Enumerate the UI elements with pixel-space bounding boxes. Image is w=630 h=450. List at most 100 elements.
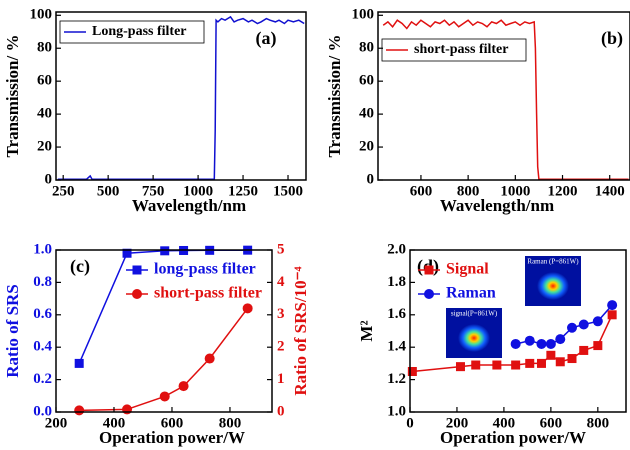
x-tick-label: 600 [540,415,563,431]
x-axis-label: Operation power/W [440,428,586,447]
y-tick-label: 0.4 [33,339,52,355]
x-tick-label: 400 [103,415,126,431]
x-tick-label: 1000 [500,183,530,199]
y-tick-label: 20 [37,138,52,154]
panel: 250 500 750 1000 1250 1500 0 20 40 60 80 100 Wavelen… [3,7,307,215]
panels: 250 500 750 1000 1250 1500020406080100Wavelen… [3,7,630,447]
panel-label: (b) [601,28,623,49]
x-tick-label: 200 [45,415,68,431]
marker [525,358,535,368]
marker [536,358,546,368]
y-axis-label: Transmission/ % [3,35,22,158]
legend-marker [132,265,142,275]
marker [524,335,535,346]
x-tick-label: 1200 [548,183,578,199]
y2-axis-label: Ratio of SRS/10⁻⁴ [291,266,310,395]
y-tick-label: 1.0 [33,241,52,257]
x-tick-label: 600 [161,415,184,431]
plot-frame [55,11,307,181]
marker [492,360,502,370]
marker [159,391,170,402]
marker [122,248,132,258]
y-tick-label: 80 [359,40,374,56]
y-tick-label: 2.0 [387,241,406,257]
legend-label: Long-pass filter [92,24,187,39]
panel: 0 200 400 600 800 1.0 1.2 1.4 1.6 1.8 2.0 Operation… [357,241,627,447]
x-tick-label: 1250 [228,183,258,199]
plot-frame [409,249,627,413]
legend-frame [59,20,205,44]
y2-tick-label: 5 [277,241,285,257]
series-line [382,19,629,180]
x-tick-label: 200 [446,415,469,431]
marker [160,246,170,256]
y2-tick-label: 3 [277,306,285,322]
x-tick-label: 800 [219,415,242,431]
marker [607,300,618,311]
legend-marker [424,289,434,299]
inset-label: signal(P=861W) [451,310,498,318]
x-tick-label: 800 [457,183,480,199]
y-tick-label: 100 [30,7,53,23]
x-axis-label: Operation power/W [99,428,245,447]
y2-tick-label: 4 [277,274,285,290]
y-tick-label: 40 [359,106,374,122]
marker [511,360,521,370]
x-tick-label: 800 [587,415,610,431]
x-tick-label: 600 [410,183,433,199]
y-axis-label: Ratio of SRS [3,284,22,378]
x-tick-label: 0 [406,415,414,431]
marker [74,405,85,416]
marker [567,322,577,333]
legend-label: long-pass filter [154,261,256,278]
y-tick-label: 60 [359,73,374,89]
y-tick-label: 0.0 [33,403,52,419]
x-tick-label: 1500 [273,183,303,199]
marker [593,341,603,351]
y-tick-label: 0.6 [33,306,52,322]
marker [579,345,589,355]
marker [407,367,417,376]
y2-tick-label: 1 [277,371,285,387]
plot-frame [55,249,273,413]
marker [242,303,253,314]
y-tick-label: 1.4 [387,339,406,355]
panel: 600 800 1000 1200 1400 0 20 40 60 80 100 Wavelength… [325,7,630,215]
x-tick-label: 750 [142,183,165,199]
x-axis-label: Wavelength/nm [132,196,246,215]
marker [555,334,566,345]
y-tick-label: 0.8 [33,274,52,290]
marker [578,319,589,330]
marker [122,404,133,415]
marker [567,354,577,364]
series-line [57,15,305,180]
y-axis-label: M² [357,320,376,341]
panel: 200 400 600 800 0.0 0.2 0.4 0.6 0.8 1.0 0 1 2 3 4 5 Oper… [3,241,310,446]
marker [545,338,556,349]
marker [471,360,481,370]
y-tick-label: 1.8 [387,274,406,290]
marker [592,316,603,327]
y2-tick-label: 0 [277,403,285,419]
legend-label: Raman [446,285,496,302]
marker [555,357,565,367]
marker [536,338,547,349]
y-tick-label: 40 [37,106,52,122]
x-tick-label: 1000 [183,183,213,199]
marker [510,338,521,349]
legend-marker [424,265,434,275]
x-tick-label: 400 [493,415,516,431]
inset-beam [458,324,490,352]
legend-label: Signal [446,261,489,278]
y2-tick-label: 2 [277,339,285,355]
inset-beam [537,272,569,300]
marker [455,362,465,372]
panel-label: (c) [70,256,90,277]
y-tick-label: 1.0 [387,403,406,419]
marker [546,350,556,360]
y-axis-label: Transmission/ % [325,35,344,158]
panel-label: (a) [256,28,277,49]
marker [74,358,84,368]
y-tick-label: 0 [45,171,53,187]
